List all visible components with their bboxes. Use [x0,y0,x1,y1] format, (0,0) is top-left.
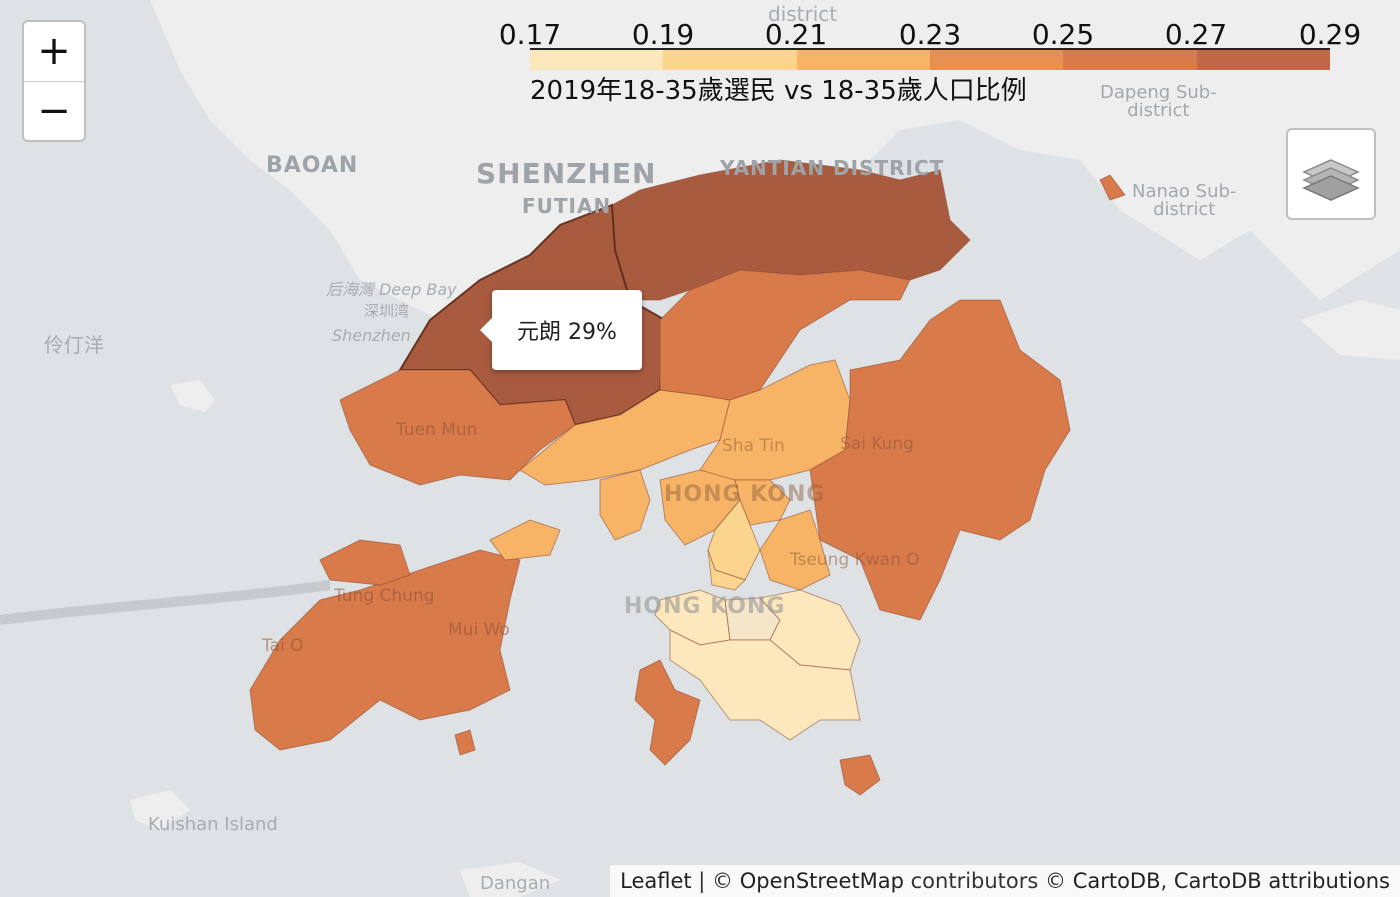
label-sai-kung: Sai Kung [840,434,914,454]
district-kwai-tsing[interactable] [599,469,651,541]
label-deep-bay: 后海灣 Deep Bay [326,280,457,299]
zoom-in-button[interactable]: + [37,28,71,74]
district-sai-kung[interactable] [809,299,1071,621]
map-attribution: Leaflet | © OpenStreetMap contributors ©… [610,865,1400,897]
label-shenzhen-bay-cn: 深圳湾 [364,302,410,320]
attribution-contributors: contributors © [903,869,1073,893]
label-baoan: BAOAN [266,153,359,178]
district-islands-cheung-chau[interactable] [454,729,476,756]
label-futian: FUTIAN [522,194,612,218]
district-tai-po[interactable] [659,269,911,401]
legend-axis-line [530,48,1330,50]
color-legend: 0.17 0.19 0.21 0.23 0.25 0.27 0.29 2019年… [498,0,1362,110]
legend-tick: 0.19 [631,18,695,51]
district-southern[interactable] [669,629,861,741]
label-mui-wo: Mui Wo [448,620,510,640]
label-hong-kong-2: HONG KONG [624,594,786,619]
district-yau-tsim-mong[interactable] [707,549,746,591]
district-islands-lamma[interactable] [634,659,701,766]
cartodb-link[interactable]: CartoDB [1072,869,1161,893]
label-district-top: district [768,2,838,26]
label-tseung-kwan-o: Tseung Kwan O [790,550,920,570]
islet-east [1300,300,1400,360]
attribution-comma: , [1160,869,1174,893]
mainland-land [150,0,1400,320]
district-tooltip: 元朗 29% [480,290,642,370]
district-north[interactable] [611,159,971,301]
label-yantian: YANTIAN DISTRICT [720,156,945,180]
label-lingding: 伶仃洋 [44,333,104,357]
attribution-separator: | © [691,869,740,893]
label-tai-o: Tai O [262,636,304,656]
district-tsing-yi[interactable] [489,519,561,561]
bridge [0,580,331,625]
district-islands-north[interactable] [319,539,411,586]
legend-swatch [929,48,1064,70]
osm-link[interactable]: OpenStreetMap [739,869,904,893]
legend-swatch [530,48,664,70]
islet-south [130,790,190,830]
label-kuishan: Kuishan Island [148,814,278,835]
district-tuen-mun[interactable] [339,369,576,486]
legend-swatch [663,48,797,70]
legend-tick: 0.27 [1164,18,1228,51]
label-tuen-mun: Tuen Mun [396,420,478,440]
legend-tick: 0.29 [1298,18,1362,51]
district-sai-kung-islet-2[interactable] [1099,174,1126,201]
districts [249,159,1126,796]
label-shenzhen-bay-en: Shenzhen [332,326,411,345]
leaflet-link[interactable]: Leaflet [620,869,692,893]
district-sai-kung-islet-1[interactable] [839,754,881,796]
label-dapeng: Dapeng Sub- district [1100,82,1217,121]
label-shenzhen: SHENZHEN [476,157,657,190]
label-tung-chung: Tung Chung [334,586,435,606]
district-islands-lantau[interactable] [249,549,521,751]
legend-tick: 0.25 [1031,18,1095,51]
islet-dangan [460,862,560,897]
layers-icon [1302,159,1360,201]
label-dangan: Dangan [480,873,551,894]
legend-tick: 0.21 [764,18,828,51]
zoom-out-button[interactable]: − [24,81,84,140]
cartodb-attributions-link[interactable]: CartoDB attributions [1173,869,1390,893]
legend-swatch [1063,48,1197,70]
layers-control-button[interactable] [1286,128,1376,220]
legend-color-bar [530,48,1330,70]
legend-tick: 0.23 [898,18,962,51]
district-kwun-tong[interactable] [759,509,831,591]
legend-caption: 2019年18-35歲選民 vs 18-35歲人口比例 [530,76,1027,106]
label-hong-kong-1: HONG KONG [664,482,826,507]
label-sha-tin: Sha Tin [722,436,785,456]
label-nanao: Nanao Sub- district [1132,181,1237,220]
legend-tick: 0.17 [498,18,562,51]
islet-west [170,380,215,412]
legend-swatch [1196,48,1330,70]
zoom-control: + − [22,20,86,142]
legend-swatch [796,48,930,70]
